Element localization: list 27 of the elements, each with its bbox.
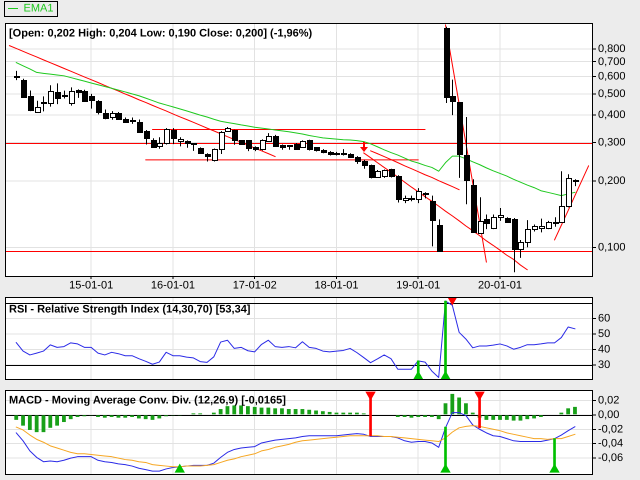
y-tick-label: 60 (598, 312, 610, 325)
y-tick-label: 0,600 (598, 70, 626, 82)
y-tick-label: 0,500 (598, 88, 626, 100)
y-tick-label: 40 (598, 344, 610, 356)
legend-label: EMA1 (24, 2, 54, 15)
y-tick-label: 0,400 (598, 109, 626, 122)
x-tick-label: 20-01-01 (478, 280, 522, 292)
y-tick-label: -0,02 (598, 423, 624, 436)
x-tick-label: 18-01-01 (314, 280, 358, 292)
y-tick-label: 0,02 (598, 394, 620, 406)
y-tick-label: 0,700 (598, 56, 626, 68)
y-tick-label: -0,04 (598, 438, 624, 450)
x-tick-label: 16-01-01 (150, 280, 195, 292)
y-tick-label: 30 (598, 359, 610, 372)
y-tick-label: 0,100 (598, 241, 626, 254)
text: RSI - Relative Strength Index (14,30,70) [53,34] (9, 304, 251, 316)
chart-title: MACD - Moving Average Conv. Div. (12,26,9) [-0,0165] (9, 394, 286, 407)
x-tick-label: 17-01-02 (232, 280, 277, 292)
y-tick-label: 0,200 (598, 175, 626, 188)
y-tick-label: 0,00 (598, 408, 620, 421)
x-tick-label: 15-01-01 (69, 280, 114, 292)
y-tick-label: 0,300 (598, 136, 626, 149)
y-tick-label: -0,06 (598, 452, 624, 464)
chart-title: [Open: 0,202 High: 0,204 Low: 0,190 Close: 0,200] (-1,96%) (9, 28, 313, 40)
x-tick-label: 19-01-01 (396, 280, 440, 292)
y-tick-label: 50 (598, 328, 610, 340)
y-tick-label: 0,800 (598, 43, 626, 56)
